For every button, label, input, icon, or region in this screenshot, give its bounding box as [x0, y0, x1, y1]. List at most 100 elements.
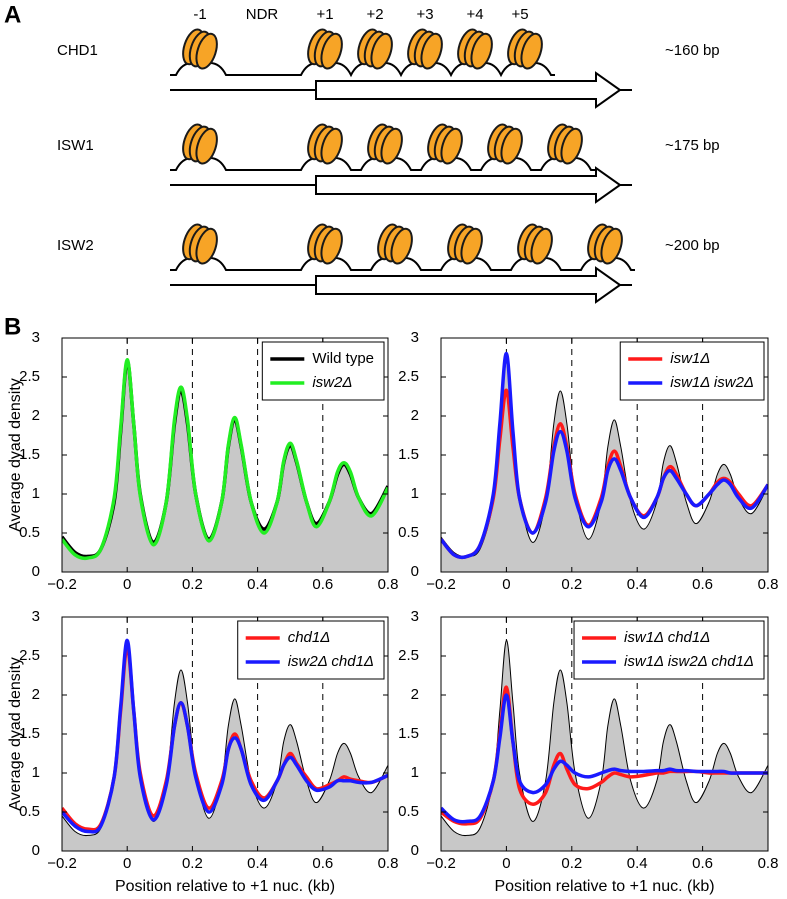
histone-disc — [380, 127, 403, 165]
x-tick-label: 0.6 — [312, 855, 333, 872]
x-axis-label: Position relative to +1 nuc. (kb) — [115, 878, 335, 895]
legend: chd1Δ isw2Δ chd1Δ — [237, 620, 385, 680]
spacing-label: ~175 bp — [665, 137, 720, 154]
y-tick-label: 3 — [32, 329, 40, 346]
series-line — [441, 693, 768, 824]
spacing-label: ~160 bp — [665, 42, 720, 59]
legend-label: isw1Δ chd1Δ — [624, 629, 710, 646]
diagram: -1 NDR +1 +2 +3 +4 +5 CHD1 ~160 bp ISW1 ~175 bp ISW… — [57, 6, 720, 304]
legend-label: isw1Δ isw2Δ — [670, 374, 754, 391]
y-tick-label: 3 — [32, 608, 40, 625]
histone-disc — [320, 32, 343, 70]
histone-disc — [370, 32, 393, 70]
remodeler-name: CHD1 — [57, 42, 98, 59]
x-tick-label: 0.2 — [182, 576, 203, 593]
y-tick-label: 0 — [411, 842, 419, 859]
nucleosome — [367, 123, 403, 165]
position-label: +3 — [416, 6, 433, 23]
legend-label: isw1Δ isw2Δ chd1Δ — [624, 653, 754, 670]
x-tick-label: 0.2 — [561, 855, 582, 872]
series-line — [62, 638, 388, 834]
position-label: +2 — [366, 6, 383, 23]
y-tick-label: 1 — [411, 764, 419, 781]
histone-disc — [440, 127, 463, 165]
chart: −0.2 0 0.2 0.4 0.6 0.8 0 0.5 1 1.5 2 2.5 3 Position r… — [398, 608, 778, 895]
y-tick-label: 1 — [32, 764, 40, 781]
remodeler-name: ISW1 — [57, 137, 94, 154]
legend-label: isw1Δ — [670, 350, 710, 367]
nucleosome — [307, 223, 343, 265]
gene-arrow — [315, 71, 622, 109]
dna — [170, 157, 595, 171]
y-tick-label: 2 — [411, 407, 419, 424]
y-axis-label: Average dyad density — [7, 378, 24, 532]
x-tick-label: 0.8 — [378, 576, 399, 593]
legend-box — [261, 341, 385, 401]
y-tick-label: 0 — [32, 563, 40, 580]
histone-disc — [320, 227, 343, 265]
y-tick-label: 0 — [32, 842, 40, 859]
histone-disc — [420, 32, 443, 70]
position-label: -1 — [193, 6, 206, 23]
y-tick-label: 2 — [32, 686, 40, 703]
y-tick-label: 1.5 — [19, 446, 40, 463]
legend-box — [573, 620, 765, 680]
x-tick-label: 0.6 — [692, 576, 713, 593]
nucleosome — [307, 28, 343, 70]
nucleosome — [547, 123, 583, 165]
histone-disc — [600, 227, 623, 265]
gene-arrow — [315, 166, 622, 204]
y-tick-label: 2.5 — [19, 647, 40, 664]
plot-area — [62, 338, 388, 572]
histone-disc — [320, 127, 343, 165]
legend: Wild type isw2Δ — [261, 341, 385, 401]
x-tick-label: 0.4 — [247, 576, 268, 593]
y-tick-label: 1.5 — [398, 446, 419, 463]
y-tick-label: 0.5 — [19, 524, 40, 541]
legend-label: Wild type — [312, 350, 374, 367]
x-tick-label: 0.8 — [378, 855, 399, 872]
y-tick-label: 0 — [411, 563, 419, 580]
x-tick-label: −0.2 — [47, 576, 77, 593]
series-line — [441, 351, 768, 560]
nucleosome — [182, 123, 218, 165]
plot-area — [62, 617, 388, 851]
y-tick-label: 1.5 — [19, 725, 40, 742]
y-tick-label: 2.5 — [19, 368, 40, 385]
chart: −0.2 0 0.2 0.4 0.6 0.8 0 0.5 1 1.5 2 2.5 3 Average dy… — [7, 608, 398, 895]
series-line — [441, 639, 768, 837]
nucleosome — [427, 123, 463, 165]
position-label: +5 — [511, 6, 528, 23]
nucleosome — [182, 223, 218, 265]
legend-box — [619, 341, 765, 401]
dna — [170, 257, 635, 271]
x-axis-label: Position relative to +1 nuc. (kb) — [494, 878, 714, 895]
histone-disc — [560, 127, 583, 165]
histone-disc — [460, 227, 483, 265]
y-tick-label: 0.5 — [19, 803, 40, 820]
x-tick-label: 0 — [123, 576, 131, 593]
x-tick-label: 0.4 — [627, 855, 648, 872]
x-tick-label: 0.4 — [247, 855, 268, 872]
x-tick-label: 0.8 — [758, 576, 779, 593]
histone-disc — [195, 32, 218, 70]
nucleosome — [507, 28, 543, 70]
x-tick-label: 0.6 — [692, 855, 713, 872]
y-tick-label: 1 — [411, 485, 419, 502]
y-tick-label: 1 — [32, 485, 40, 502]
charts: −0.2 0 0.2 0.4 0.6 0.8 0 0.5 1 1.5 2 2.5 3 Average dy… — [7, 329, 778, 895]
nucleosome — [457, 28, 493, 70]
histone-disc — [195, 227, 218, 265]
y-tick-label: 2.5 — [398, 647, 419, 664]
legend-label: chd1Δ — [288, 629, 331, 646]
legend-box — [237, 620, 385, 680]
histone-disc — [520, 32, 543, 70]
y-tick-label: 3 — [411, 608, 419, 625]
nucleosome — [357, 28, 393, 70]
remodeler-name: ISW2 — [57, 237, 94, 254]
histone-disc — [470, 32, 493, 70]
panel-label: A — [4, 1, 21, 28]
legend: isw1Δ chd1Δ isw1Δ isw2Δ chd1Δ — [573, 620, 765, 680]
dna — [170, 62, 555, 78]
